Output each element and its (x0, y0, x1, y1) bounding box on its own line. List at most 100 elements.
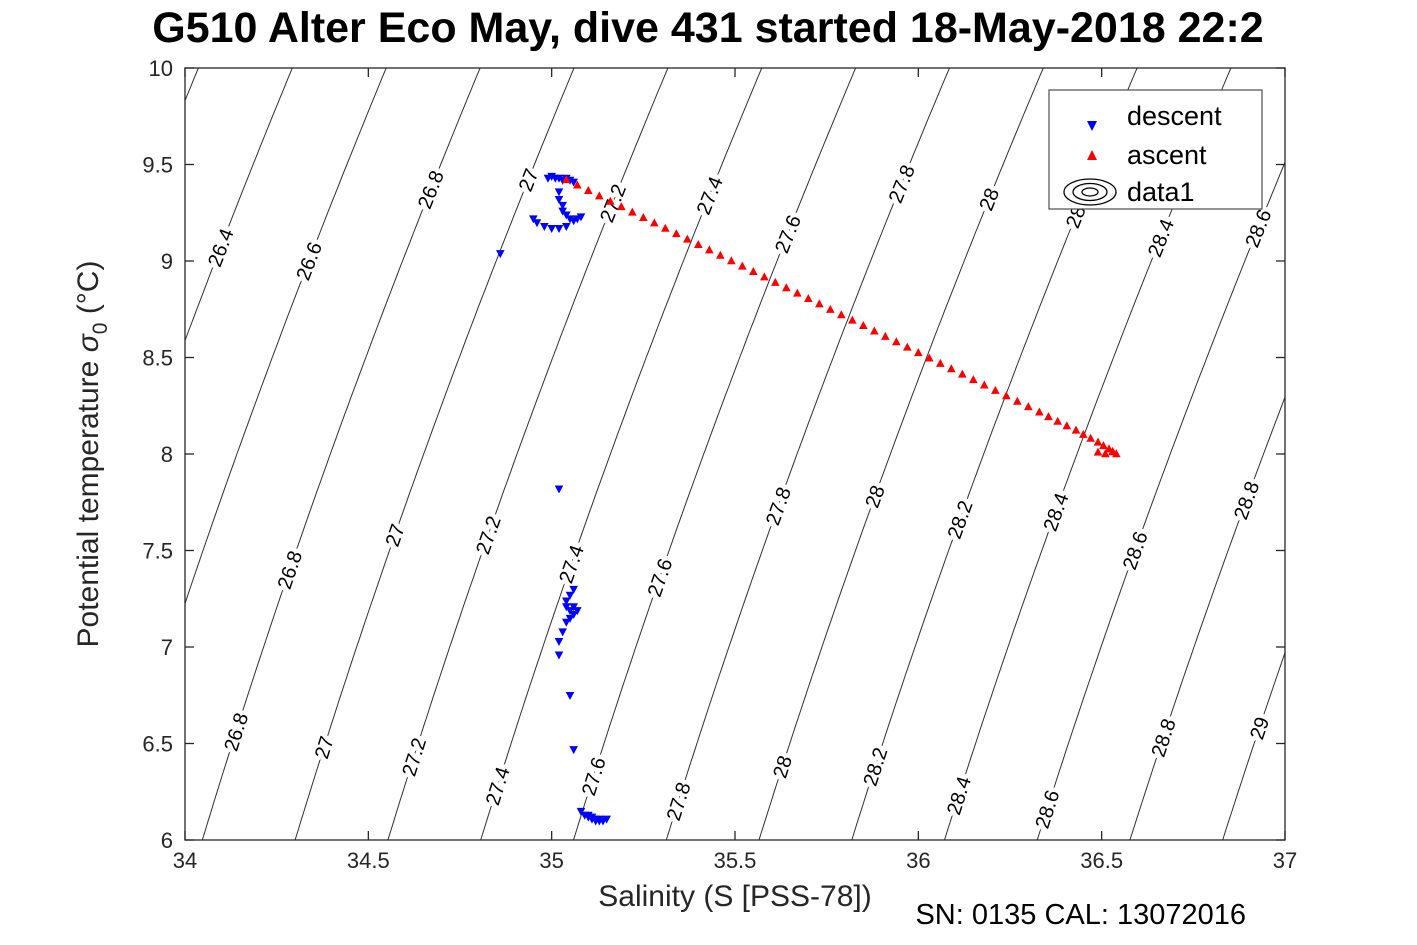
contour-line (185, 68, 387, 605)
descent-marker (569, 585, 578, 594)
serial-cal-annotation: SN: 0135 CAL: 13072016 (915, 899, 1246, 931)
descent-marker (569, 746, 578, 755)
descent-marker (562, 597, 571, 606)
x-tick-label: 34.5 (347, 848, 390, 873)
ascent-marker (815, 299, 824, 308)
y-tick-label: 8 (161, 442, 173, 467)
ascent-marker (1053, 416, 1062, 425)
ascent-marker (1093, 447, 1103, 456)
descent-marker (573, 607, 582, 616)
ascent-marker (584, 185, 593, 194)
descent-marker (569, 178, 578, 187)
descent-marker (540, 223, 549, 232)
ascent-marker (903, 342, 912, 351)
ascent-marker (914, 348, 923, 357)
ascent-marker (650, 218, 659, 227)
x-tick-label: 35.5 (714, 848, 757, 873)
descent-marker (595, 815, 604, 824)
legend-label-data1: data1 (1127, 177, 1195, 207)
ascent-marker (1079, 429, 1088, 438)
descent-marker (554, 638, 564, 647)
ascent-marker (925, 353, 934, 362)
y-tick-label: 7.5 (142, 539, 173, 564)
ascent-marker (617, 202, 626, 211)
ascent-marker (1086, 433, 1095, 442)
ascent-marker (1071, 425, 1081, 434)
ascent-marker (947, 364, 956, 373)
descent-marker (554, 196, 564, 205)
y-tick-label: 6 (161, 828, 173, 853)
x-tick-label: 37 (1273, 848, 1297, 873)
tick-marks (184, 67, 1286, 841)
legend: descent ascent data1 (1048, 89, 1263, 210)
contour-line (185, 68, 293, 343)
ascent-marker (771, 277, 780, 286)
ascent-marker (1062, 421, 1072, 430)
x-tick-label: 35 (539, 848, 563, 873)
contour-line (201, 68, 481, 840)
ascent-marker (573, 180, 582, 189)
descent-marker (565, 591, 575, 600)
ascent-marker (837, 310, 846, 319)
ascent-marker (1002, 391, 1011, 400)
ascent-marker (826, 304, 835, 313)
ascent-marker (782, 283, 791, 292)
ascent-marker (848, 315, 857, 324)
ascent-marker (936, 358, 945, 367)
descent-marker (562, 618, 571, 627)
contour-line (758, 68, 1044, 840)
y-label-suffix: (°C) (72, 261, 105, 323)
descent-marker (558, 628, 567, 637)
descent-marker (565, 692, 575, 701)
ascent-marker (804, 294, 813, 303)
legend-item-ascent: ascent (1087, 140, 1207, 170)
figure-title: G510 Alter Eco May, dive 431 started 18-… (152, 4, 1263, 52)
ascent-marker (606, 196, 615, 205)
descent-marker (496, 250, 505, 259)
ascent-marker (991, 385, 1000, 394)
ascent-marker (661, 223, 670, 232)
ascent-marker (859, 321, 868, 330)
ascent-marker (1099, 441, 1108, 450)
descent-marker (602, 815, 611, 824)
ascent-marker (958, 369, 967, 378)
y-tick-label: 8.5 (142, 346, 173, 371)
contour-line (1036, 161, 1285, 840)
ascent-marker (562, 175, 571, 184)
sigma-symbol: σ (72, 332, 105, 352)
contour-line (387, 68, 669, 840)
y-tick-label: 9.5 (142, 153, 173, 178)
descent-marker-icon (1087, 121, 1097, 131)
ascent-marker (1035, 407, 1044, 416)
contour-line (1222, 651, 1285, 840)
legend-item-descent: descent (1087, 101, 1222, 131)
contour-line (294, 68, 575, 840)
descent-marker (547, 224, 556, 233)
y-axis-label: Potential temperature σ0 (°C) (72, 261, 112, 648)
ascent-marker (727, 256, 736, 265)
ascent-marker-icon (1087, 150, 1097, 160)
ascent-marker (738, 261, 747, 270)
y-tick-label: 7 (161, 635, 173, 660)
x-axis-label: Salinity (S [PSS-78]) (598, 880, 871, 913)
descent-marker (554, 485, 564, 494)
ascent-marker (1101, 449, 1110, 458)
contour-line (480, 68, 763, 840)
ascent-marker (793, 288, 802, 297)
ascent-marker (892, 337, 901, 346)
ascent-marker (881, 331, 890, 340)
ascent-marker (672, 229, 681, 238)
descent-marker (576, 213, 586, 222)
contour-line (665, 68, 951, 840)
descent-marker (529, 215, 538, 224)
descent-marker (554, 651, 564, 660)
contour-rings-icon (1063, 178, 1117, 206)
ascent-marker (1093, 437, 1103, 446)
contour-line (1129, 395, 1285, 840)
sigma-subscript: 0 (89, 323, 112, 335)
tick-labels: 34 34.5 35 35.5 36 36.5 37 6 6.5 7 7.5 8 8.5 9 9.5 10 (142, 56, 1297, 873)
ascent-marker (980, 380, 989, 389)
ascent-marker (628, 207, 637, 216)
y-tick-label: 6.5 (142, 732, 173, 757)
